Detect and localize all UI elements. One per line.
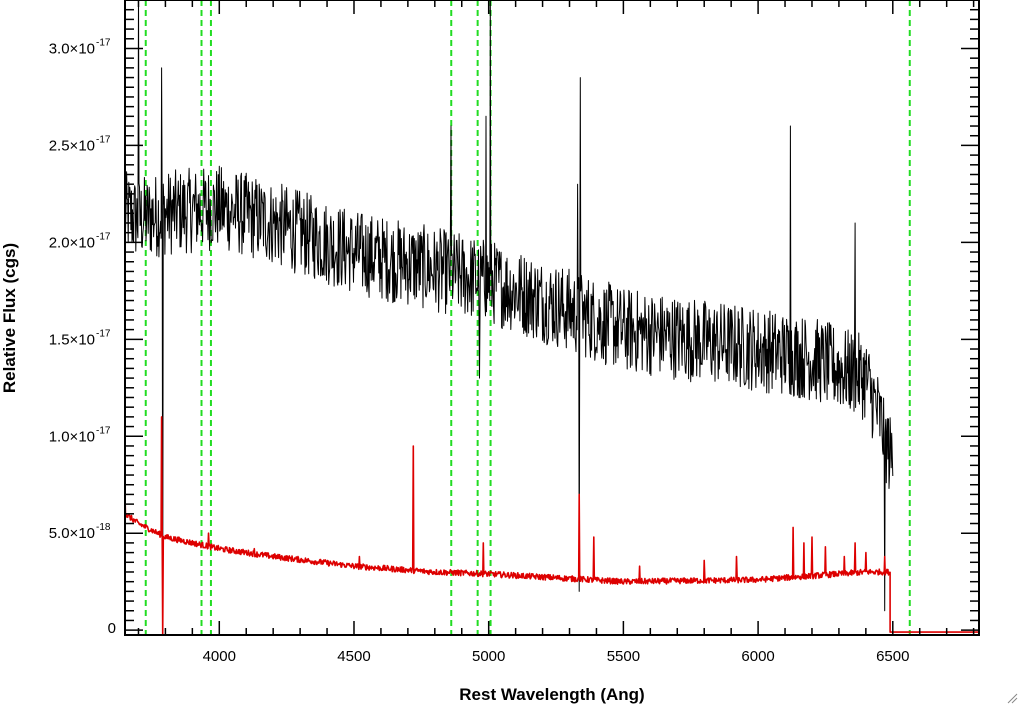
y-tick-exponent: -17: [96, 134, 111, 145]
x-axis: 4000 4500 5000 5500 6000 6500: [137, 0, 975, 665]
y-tick-label: 3.0×10: [49, 40, 95, 57]
y-axis: 05.0×10 -181.0×10 -171.5×10 -172.0×10 -172.5…: [49, 8, 979, 637]
y-tick-label: 0: [108, 620, 116, 637]
x-tick-label: 5500: [607, 648, 640, 665]
x-tick-label: 6000: [741, 648, 774, 665]
x-tick-label: 6500: [876, 648, 909, 665]
y-tick-exponent: -17: [96, 425, 111, 436]
y-tick-label: 1.5×10: [49, 331, 95, 348]
resize-grip-icon[interactable]: [1006, 692, 1018, 704]
y-tick-exponent: -17: [96, 231, 111, 242]
series-line-0: [124, 0, 894, 635]
y-tick-exponent: -18: [96, 522, 111, 533]
y-tick-exponent: -17: [96, 37, 111, 48]
y-tick-exponent: -17: [96, 328, 111, 339]
y-tick-label: 5.0×10: [49, 525, 95, 542]
x-axis-label: Rest Wavelength (Ang): [459, 685, 644, 704]
y-axis-label: Relative Flux (cgs): [0, 243, 19, 393]
y-tick-label: 2.5×10: [49, 137, 95, 154]
x-tick-label: 5000: [472, 648, 505, 665]
y-tick-label: 1.0×10: [49, 428, 95, 445]
x-tick-label: 4000: [203, 648, 236, 665]
y-tick-label: 2.0×10: [49, 234, 95, 251]
series-line-1: [124, 416, 979, 635]
series-layer: [124, 0, 979, 635]
x-tick-label: 4500: [337, 648, 370, 665]
plot-frame: [124, 0, 980, 636]
